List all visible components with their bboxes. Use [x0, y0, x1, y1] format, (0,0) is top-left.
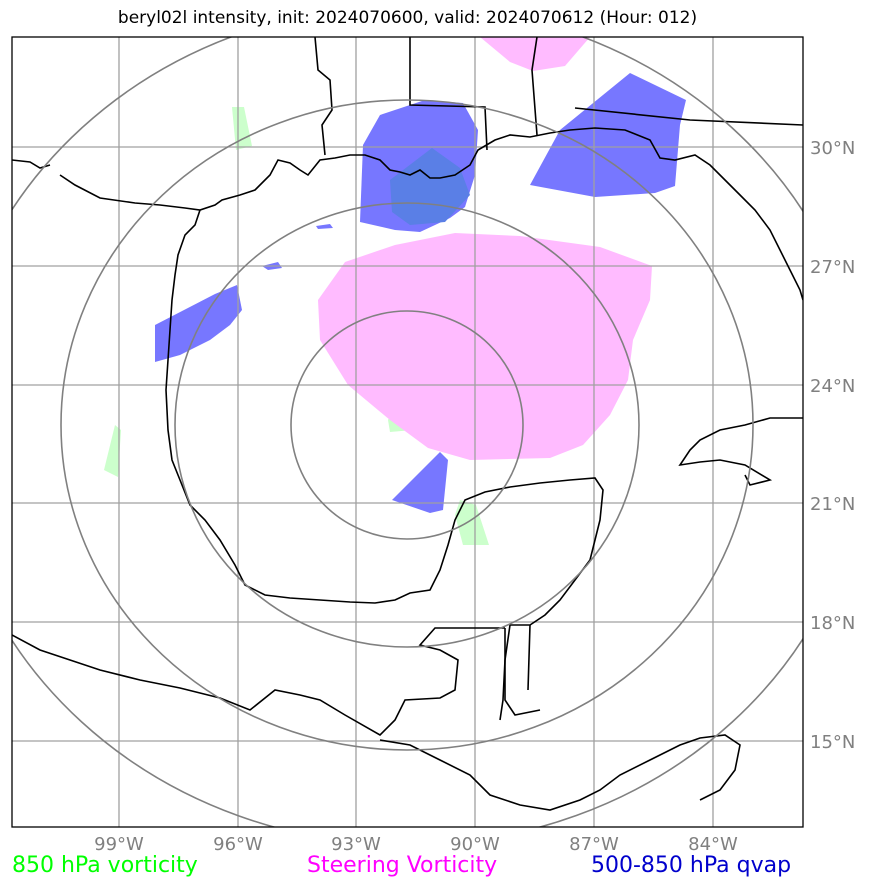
lon-tick: 84°W — [688, 834, 738, 855]
legend-850-vorticity: 850 hPa vorticity — [12, 853, 198, 878]
map-frame — [11, 36, 804, 828]
legend-steering-vorticity: Steering Vorticity — [307, 853, 498, 878]
lat-tick: 24°N — [810, 376, 855, 397]
lon-tick: 93°W — [331, 834, 381, 855]
lat-tick: 21°N — [810, 494, 855, 515]
map-title: beryl02l intensity, init: 2024070600, va… — [117, 8, 698, 28]
lat-tick-labels: 30°N 27°N 24°N 21°N 18°N 15°N — [810, 138, 855, 753]
lon-tick: 96°W — [213, 834, 263, 855]
lon-tick: 99°W — [94, 834, 144, 855]
lat-tick: 30°N — [810, 138, 855, 159]
range-rings — [12, 37, 803, 827]
legend-qvap: 500-850 hPa qvap — [591, 853, 792, 878]
lat-tick: 27°N — [810, 257, 855, 278]
lon-tick: 87°W — [569, 834, 619, 855]
lat-tick: 18°N — [810, 613, 855, 634]
lon-tick-labels: 99°W 96°W 93°W 90°W 87°W 84°W — [94, 834, 738, 855]
lat-tick: 15°N — [810, 732, 855, 753]
lon-tick: 90°W — [450, 834, 500, 855]
